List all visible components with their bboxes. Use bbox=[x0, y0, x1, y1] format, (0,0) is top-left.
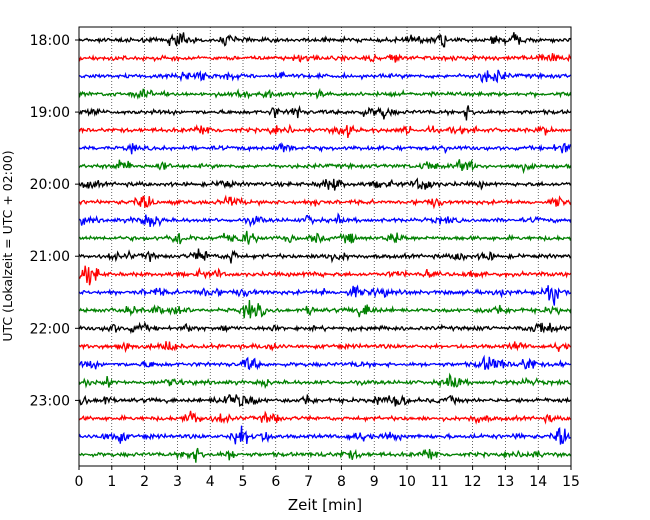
x-tick-label: 9 bbox=[370, 474, 379, 490]
x-tick-label: 3 bbox=[173, 474, 182, 490]
seismogram-trace-1830 bbox=[78, 69, 572, 84]
y-tick-label: 22:00 bbox=[30, 321, 70, 337]
seismogram-trace-1845 bbox=[78, 87, 572, 100]
seismogram-trace-2145 bbox=[78, 300, 572, 319]
y-tick-label: 18:00 bbox=[30, 33, 70, 49]
seismogram-trace-1945 bbox=[78, 158, 572, 175]
x-tick-label: 2 bbox=[140, 474, 149, 490]
x-tick-label: 1 bbox=[107, 474, 116, 490]
seismogram-traces bbox=[78, 32, 572, 463]
seismogram-trace-1915 bbox=[78, 123, 572, 139]
seismogram-trace-1900 bbox=[78, 104, 572, 121]
seismogram-trace-2045 bbox=[78, 230, 572, 245]
seismogram-trace-2115 bbox=[78, 265, 572, 286]
x-tick-label: 14 bbox=[529, 474, 547, 490]
x-tick-label: 15 bbox=[562, 474, 580, 490]
seismogram-trace-2015 bbox=[78, 194, 572, 210]
x-tick-label: 5 bbox=[239, 474, 248, 490]
x-tick-label: 6 bbox=[271, 474, 280, 490]
plot-frame bbox=[78, 26, 572, 467]
seismogram-trace-2245 bbox=[78, 372, 572, 389]
x-tick-label: 12 bbox=[464, 474, 482, 490]
x-tick-label: 4 bbox=[206, 474, 215, 490]
x-axis-label: Zeit [min] bbox=[288, 496, 362, 514]
seismogram-trace-2000 bbox=[78, 177, 572, 191]
grid-lines bbox=[111, 27, 539, 466]
seismogram-trace-1800 bbox=[78, 32, 572, 48]
x-tick-label: 11 bbox=[431, 474, 449, 490]
x-axis-ticks: 0 1 2 3 4 5 6 7 8 9 10 11 12 13 14 15 bbox=[75, 466, 580, 490]
y-tick-label: 19:00 bbox=[30, 105, 70, 121]
y-axis-ticks: 18:00 19:00 20:00 21:00 22:00 23:00 bbox=[30, 33, 79, 409]
x-tick-label: 13 bbox=[496, 474, 514, 490]
y-axis-label: UTC (Lokalzeit = UTC + 02:00) bbox=[0, 150, 15, 341]
seismogram-trace-1815 bbox=[78, 53, 572, 63]
seismogram-trace-2100 bbox=[78, 248, 572, 264]
y-tick-label: 21:00 bbox=[30, 249, 70, 265]
x-tick-label: 10 bbox=[398, 474, 416, 490]
y-tick-label: 23:00 bbox=[30, 393, 70, 409]
seismogram-trace-2215 bbox=[78, 341, 572, 354]
seismogram-trace-2315 bbox=[78, 410, 572, 425]
seismogram-trace-1930 bbox=[78, 141, 572, 155]
x-tick-label: 0 bbox=[75, 474, 84, 490]
seismogram-trace-2130 bbox=[78, 284, 572, 306]
seismogram-trace-2230 bbox=[78, 354, 572, 371]
seismogram-trace-2200 bbox=[78, 321, 572, 335]
seismogram-trace-2345 bbox=[78, 447, 572, 463]
seismogram-trace-2300 bbox=[78, 394, 572, 408]
seismogram-trace-2030 bbox=[78, 212, 572, 228]
seismogram-trace-2330 bbox=[78, 425, 572, 445]
x-tick-label: 8 bbox=[337, 474, 346, 490]
x-tick-label: 7 bbox=[304, 474, 313, 490]
y-tick-label: 20:00 bbox=[30, 177, 70, 193]
